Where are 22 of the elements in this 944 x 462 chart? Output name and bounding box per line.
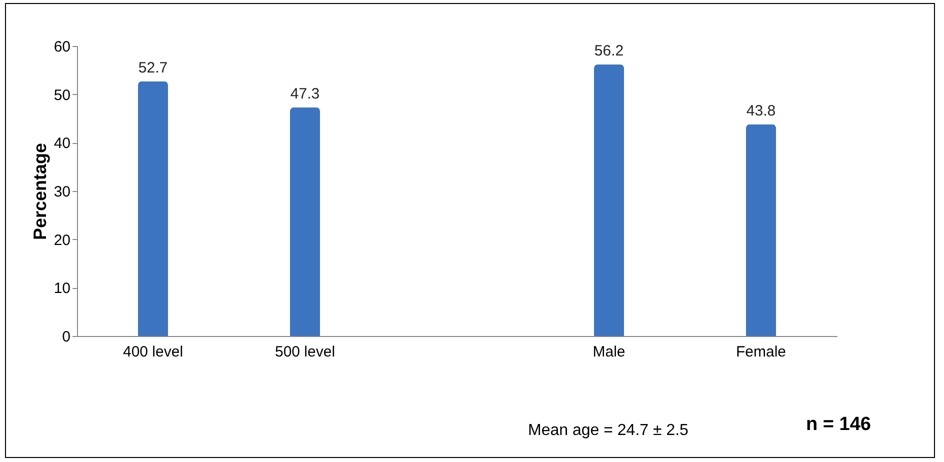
y-tick-label: 40 [54,135,70,152]
y-axis-title: Percentage [30,142,50,240]
text: Mean age = 24.7 ± 2.5 [528,422,688,440]
y-tick-label: 30 [54,184,70,200]
data-label: 43.8 [746,102,776,120]
y-tick-label: 10 [54,280,70,298]
bar [138,81,168,336]
x-tick-label: 500 level [274,344,336,360]
y-tick-label: 20 [54,232,70,249]
bar [594,64,624,336]
x-tick-label: Female [736,344,786,360]
bar [290,107,320,336]
data-label: 52.7 [138,59,168,76]
y-tick-label: 0 [62,328,70,346]
text: n = 146 [806,414,871,436]
x-tick-label: 400 level [122,344,184,360]
data-label: 47.3 [290,85,320,102]
x-tick-label: Male [592,344,626,360]
data-label: 56.2 [594,42,624,60]
bar [746,124,776,336]
y-tick-label: 50 [54,86,70,104]
y-tick-label: 60 [54,38,70,56]
